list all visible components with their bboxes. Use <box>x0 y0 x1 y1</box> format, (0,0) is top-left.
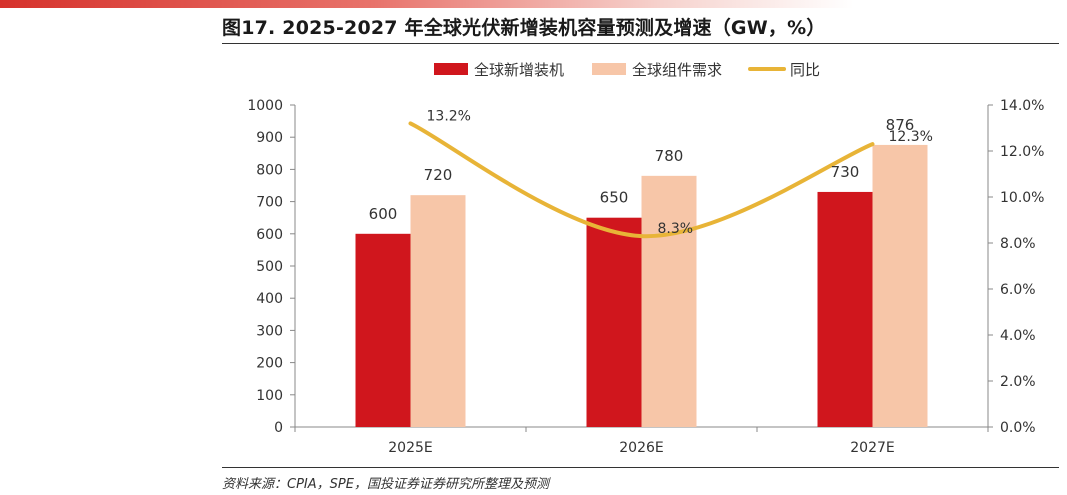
legend-swatch <box>434 63 468 75</box>
y-right-tick-label: 10.0% <box>1000 190 1044 206</box>
legend-label: 全球新增装机 <box>474 61 564 79</box>
bar-data-label: 650 <box>600 189 629 207</box>
bar <box>410 195 466 427</box>
y-left-tick-label: 400 <box>256 291 283 307</box>
bar-data-label: 780 <box>655 147 684 165</box>
y-left-tick-label: 300 <box>256 323 283 339</box>
legend-label: 全球组件需求 <box>632 61 722 79</box>
bar <box>586 217 642 427</box>
legend-swatch <box>592 63 627 75</box>
line-data-label: 13.2% <box>427 108 471 124</box>
x-tick-label: 2027E <box>850 440 894 456</box>
bar <box>872 144 928 428</box>
data-labels: 600 650 730 720 780 876 13.2% 8.3% 12.3% <box>369 108 933 237</box>
y-right-tick-label: 12.0% <box>1000 144 1044 160</box>
bar <box>817 191 873 427</box>
axes: 0 100 200 300 400 500 600 700 800 900 1000 0.0% 2.0%… <box>247 98 1044 456</box>
legend: 全球新增装机 全球组件需求 同比 <box>434 61 820 79</box>
line-data-label: 12.3% <box>889 129 933 145</box>
y-left-tick-label: 0 <box>274 420 283 436</box>
bar-data-label: 600 <box>369 205 398 223</box>
y-left-tick-label: 200 <box>256 356 283 372</box>
y-left-tick-label: 600 <box>256 227 283 243</box>
source-note: 资料来源：CPIA，SPE，国投证券证券研究所整理及预测 <box>222 477 549 492</box>
y-left-tick-label: 700 <box>256 195 283 211</box>
bar-data-label: 730 <box>831 163 860 181</box>
legend-item: 全球组件需求 <box>592 61 722 79</box>
y-left-tick-label: 100 <box>256 388 283 404</box>
bar-data-label: 876 <box>886 116 915 134</box>
legend-item: 同比 <box>748 61 820 79</box>
title-divider <box>222 43 1059 44</box>
growth-line <box>408 121 875 239</box>
x-tick-label: 2026E <box>619 440 663 456</box>
page-title: 图17. 2025-2027 年全球光伏新增装机容量预测及增速（GW，%） <box>222 17 826 39</box>
y-right-tick-label: 6.0% <box>1000 282 1036 298</box>
y-right-tick-label: 8.0% <box>1000 236 1036 252</box>
y-right-tick-label: 14.0% <box>1000 98 1044 114</box>
x-tick-label: 2025E <box>388 440 432 456</box>
bar-data-label: 720 <box>424 166 453 184</box>
y-left-tick-label: 500 <box>256 259 283 275</box>
y-right-tick-label: 0.0% <box>1000 420 1036 436</box>
y-left-tick-label: 800 <box>256 162 283 178</box>
y-right-tick-label: 4.0% <box>1000 328 1036 344</box>
legend-item: 全球新增装机 <box>434 61 564 79</box>
y-left-tick-label: 900 <box>256 130 283 146</box>
bar <box>355 233 411 427</box>
legend-label: 同比 <box>790 61 820 79</box>
y-right-tick-label: 2.0% <box>1000 374 1036 390</box>
line-data-label: 8.3% <box>658 221 694 237</box>
bars <box>355 144 928 428</box>
footer-divider <box>222 467 1059 468</box>
y-left-tick-label: 1000 <box>247 98 283 114</box>
top-accent-bar <box>0 0 1067 8</box>
bar <box>641 175 697 427</box>
